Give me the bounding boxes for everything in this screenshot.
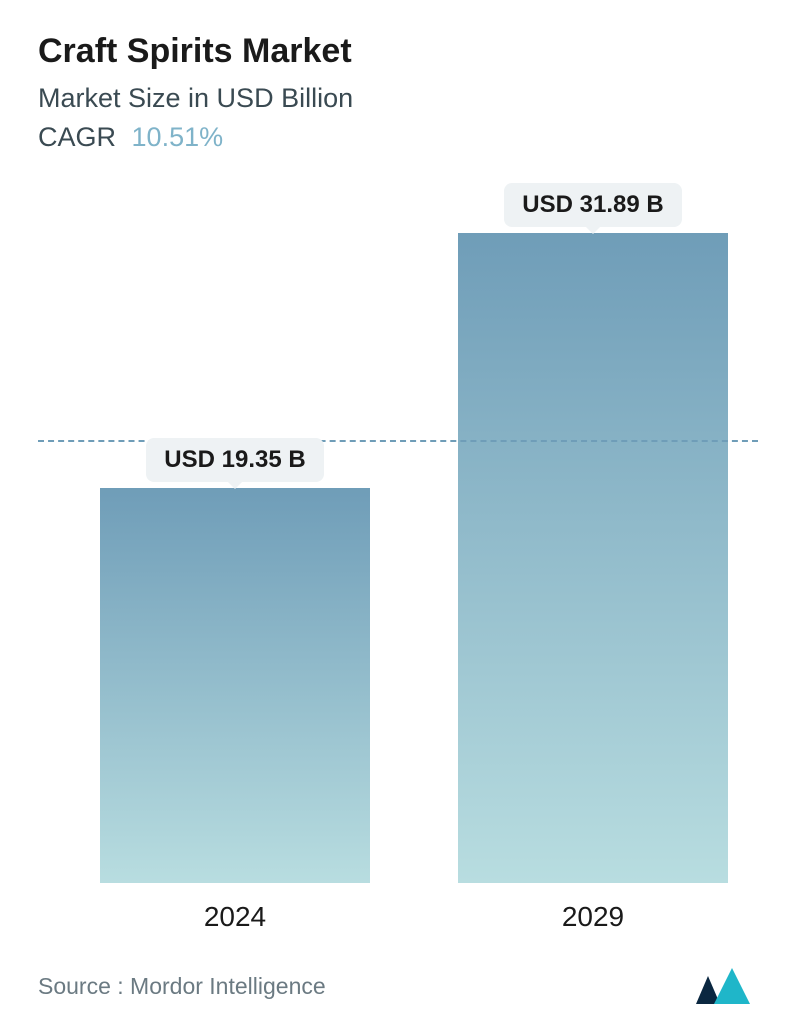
brand-logo-icon [694, 966, 758, 1006]
bar-group-0: USD 19.35 B 2024 [100, 438, 370, 883]
footer: Source : Mordor Intelligence [38, 966, 758, 1006]
bar [100, 488, 370, 883]
x-axis-label: 2029 [458, 901, 728, 933]
cagr-label: CAGR [38, 122, 116, 152]
x-axis-label: 2024 [100, 901, 370, 933]
cagr-row: CAGR 10.51% [38, 122, 758, 153]
source-text: Source : Mordor Intelligence [38, 973, 326, 1000]
chart-title: Craft Spirits Market [38, 32, 758, 71]
bar [458, 233, 728, 883]
bar-group-1: USD 31.89 B 2029 [458, 183, 728, 883]
bar-value-label: USD 31.89 B [504, 183, 681, 227]
cagr-value: 10.51% [132, 122, 224, 152]
bar-value-label: USD 19.35 B [146, 438, 323, 482]
chart-subtitle: Market Size in USD Billion [38, 83, 758, 114]
chart-area: USD 19.35 B 2024 USD 31.89 B 2029 [38, 183, 758, 883]
